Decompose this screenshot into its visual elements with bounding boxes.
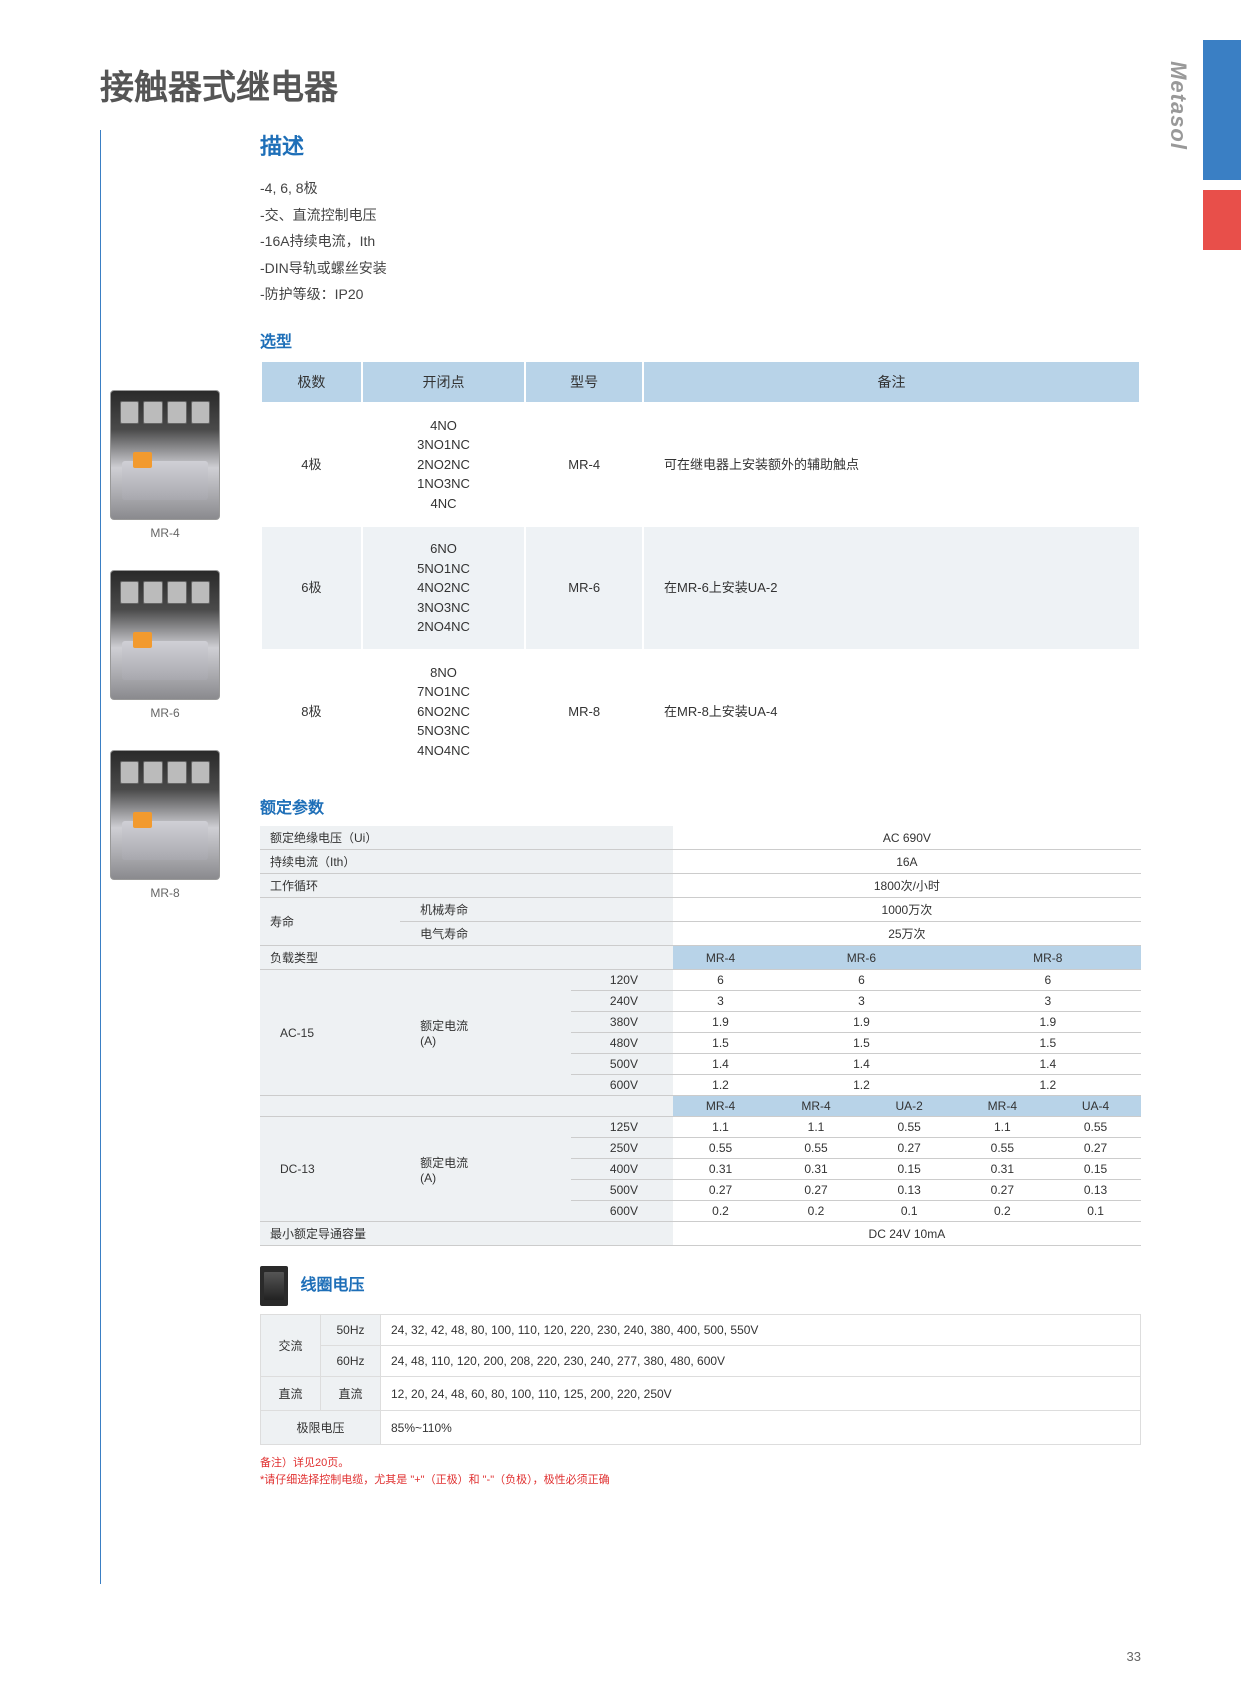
page-title: 接触器式继电器 bbox=[100, 60, 1141, 109]
footnote-line: 备注）详见20页。 bbox=[260, 1455, 1141, 1472]
selection-header: 型号 bbox=[525, 361, 643, 403]
product-image-column: MR-4 MR-6 MR-8 bbox=[100, 380, 230, 930]
description-heading: 描述 bbox=[260, 129, 1141, 161]
selection-table: 极数开闭点型号备注 4极 4NO 3NO1NC 2NO2NC 1NO3NC 4N… bbox=[260, 360, 1141, 775]
product-image bbox=[110, 570, 220, 700]
brand-label: Metasol bbox=[1165, 61, 1191, 150]
selection-row: 8极 8NO 7NO1NC 6NO2NC 5NO3NC 4NO4NC MR-8 … bbox=[261, 650, 1140, 774]
ratings-heading: 额定参数 bbox=[260, 794, 1141, 818]
ratings-table: 额定绝缘电压（Ui）AC 690V持续电流（Ith）16A工作循环1800次/小… bbox=[260, 826, 1141, 1246]
description-item: -4, 6, 8极 bbox=[260, 175, 1141, 202]
selection-header: 备注 bbox=[643, 361, 1140, 403]
product-image bbox=[110, 750, 220, 880]
coil-icon bbox=[260, 1266, 288, 1306]
selection-header: 极数 bbox=[261, 361, 362, 403]
product-image-label: MR-4 bbox=[100, 526, 230, 540]
description-item: -防护等级：IP20 bbox=[260, 281, 1141, 308]
description-item: -交、直流控制电压 bbox=[260, 202, 1141, 229]
coil-voltage-heading: 线圈电压 bbox=[260, 1266, 1141, 1306]
description-item: -16A持续电流，Ith bbox=[260, 228, 1141, 255]
footnote-line: *请仔细选择控制电缆，尤其是 "+"（正极）和 "-"（负极），极性必须正确 bbox=[260, 1472, 1141, 1489]
description-item: -DIN导轨或螺丝安装 bbox=[260, 255, 1141, 282]
selection-header: 开闭点 bbox=[362, 361, 526, 403]
footnotes: 备注）详见20页。*请仔细选择控制电缆，尤其是 "+"（正极）和 "-"（负极）… bbox=[260, 1455, 1141, 1488]
selection-row: 6极 6NO 5NO1NC 4NO2NC 3NO3NC 2NO4NC MR-6 … bbox=[261, 526, 1140, 650]
selection-row: 4极 4NO 3NO1NC 2NO2NC 1NO3NC 4NC MR-4 可在继… bbox=[261, 403, 1140, 527]
product-image-label: MR-8 bbox=[100, 886, 230, 900]
product-image bbox=[110, 390, 220, 520]
product-image-label: MR-6 bbox=[100, 706, 230, 720]
coil-voltage-table: 交流50Hz24, 32, 42, 48, 80, 100, 110, 120,… bbox=[260, 1314, 1141, 1445]
side-tab bbox=[1203, 40, 1241, 280]
selection-heading: 选型 bbox=[260, 328, 1141, 352]
description-list: -4, 6, 8极-交、直流控制电压-16A持续电流，Ith-DIN导轨或螺丝安… bbox=[260, 175, 1141, 308]
page-number: 33 bbox=[1127, 1649, 1141, 1664]
